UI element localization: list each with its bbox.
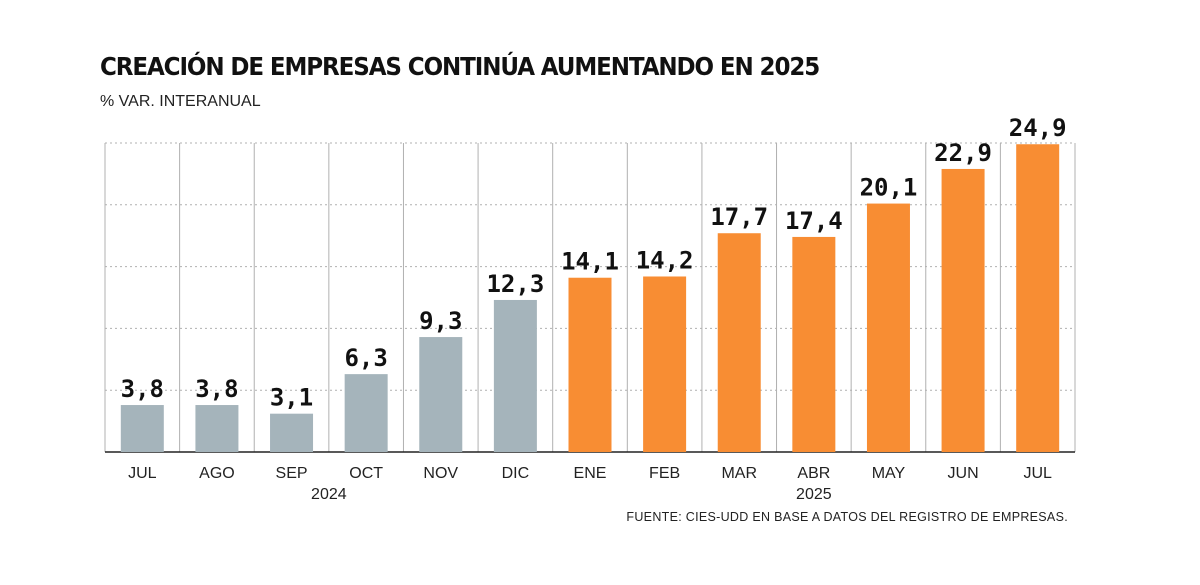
chart-title: CREACIÓN DE EMPRESAS CONTINÚA AUMENTANDO… <box>100 52 820 81</box>
x-tick-label: SEP <box>276 465 308 482</box>
bar-value-label: 24,9 <box>1009 114 1067 142</box>
bar-value-label: 12,3 <box>486 270 544 298</box>
bar <box>792 236 836 452</box>
x-tick-label: JUL <box>128 465 157 482</box>
bar-value-label: 14,1 <box>561 248 619 276</box>
year-label: 2024 <box>311 486 347 503</box>
x-tick-label: JUN <box>948 465 979 482</box>
bar <box>717 233 761 452</box>
x-tick-label: ENE <box>574 465 607 482</box>
value-labels: 3,8 3,8 3,1 6,3 9,3 12,3 14,1 14,2 17,7 17,4 20,1 2… <box>121 114 1067 411</box>
x-tick-label: JUL <box>1023 465 1052 482</box>
bar <box>120 405 164 452</box>
bar-value-label: 3,8 <box>121 375 164 403</box>
bar-value-label: 22,9 <box>934 139 992 167</box>
bar <box>643 276 687 452</box>
bar <box>344 374 388 452</box>
x-tick-label: OCT <box>349 465 383 482</box>
bar-value-label: 20,1 <box>860 174 918 202</box>
bar <box>195 405 239 452</box>
bar <box>270 413 314 452</box>
bar-value-label: 9,3 <box>419 307 462 335</box>
bar <box>419 337 463 452</box>
bar-value-label: 17,7 <box>710 203 768 231</box>
x-tick-label: NOV <box>423 465 458 482</box>
x-tick-label: FEB <box>649 465 680 482</box>
source-note: FUENTE: CIES-UDD EN BASE A DATOS DEL REG… <box>626 510 1068 524</box>
bar <box>941 168 985 452</box>
year-label: 2025 <box>796 486 832 503</box>
bar-value-label: 3,1 <box>270 384 313 412</box>
bar <box>1016 144 1060 452</box>
bars <box>120 144 1060 452</box>
x-tick-label: MAY <box>872 465 906 482</box>
year-labels: 2024 2025 <box>311 486 832 503</box>
x-tick-labels: JUL AGO SEP OCT NOV DIC ENE FEB MAR ABR MAY JUN JUL <box>128 465 1052 482</box>
x-tick-label: AGO <box>199 465 235 482</box>
x-tick-label: ABR <box>797 465 830 482</box>
bar-value-label: 17,4 <box>785 207 843 235</box>
bar <box>866 203 910 452</box>
bar-value-label: 6,3 <box>344 344 387 372</box>
bar-value-label: 3,8 <box>195 375 238 403</box>
x-tick-label: DIC <box>502 465 530 482</box>
bar <box>493 299 537 452</box>
chart-subtitle: % VAR. INTERANUAL <box>100 93 261 110</box>
bar-value-label: 14,2 <box>636 246 694 274</box>
bar <box>568 277 612 452</box>
x-tick-label: MAR <box>721 465 757 482</box>
